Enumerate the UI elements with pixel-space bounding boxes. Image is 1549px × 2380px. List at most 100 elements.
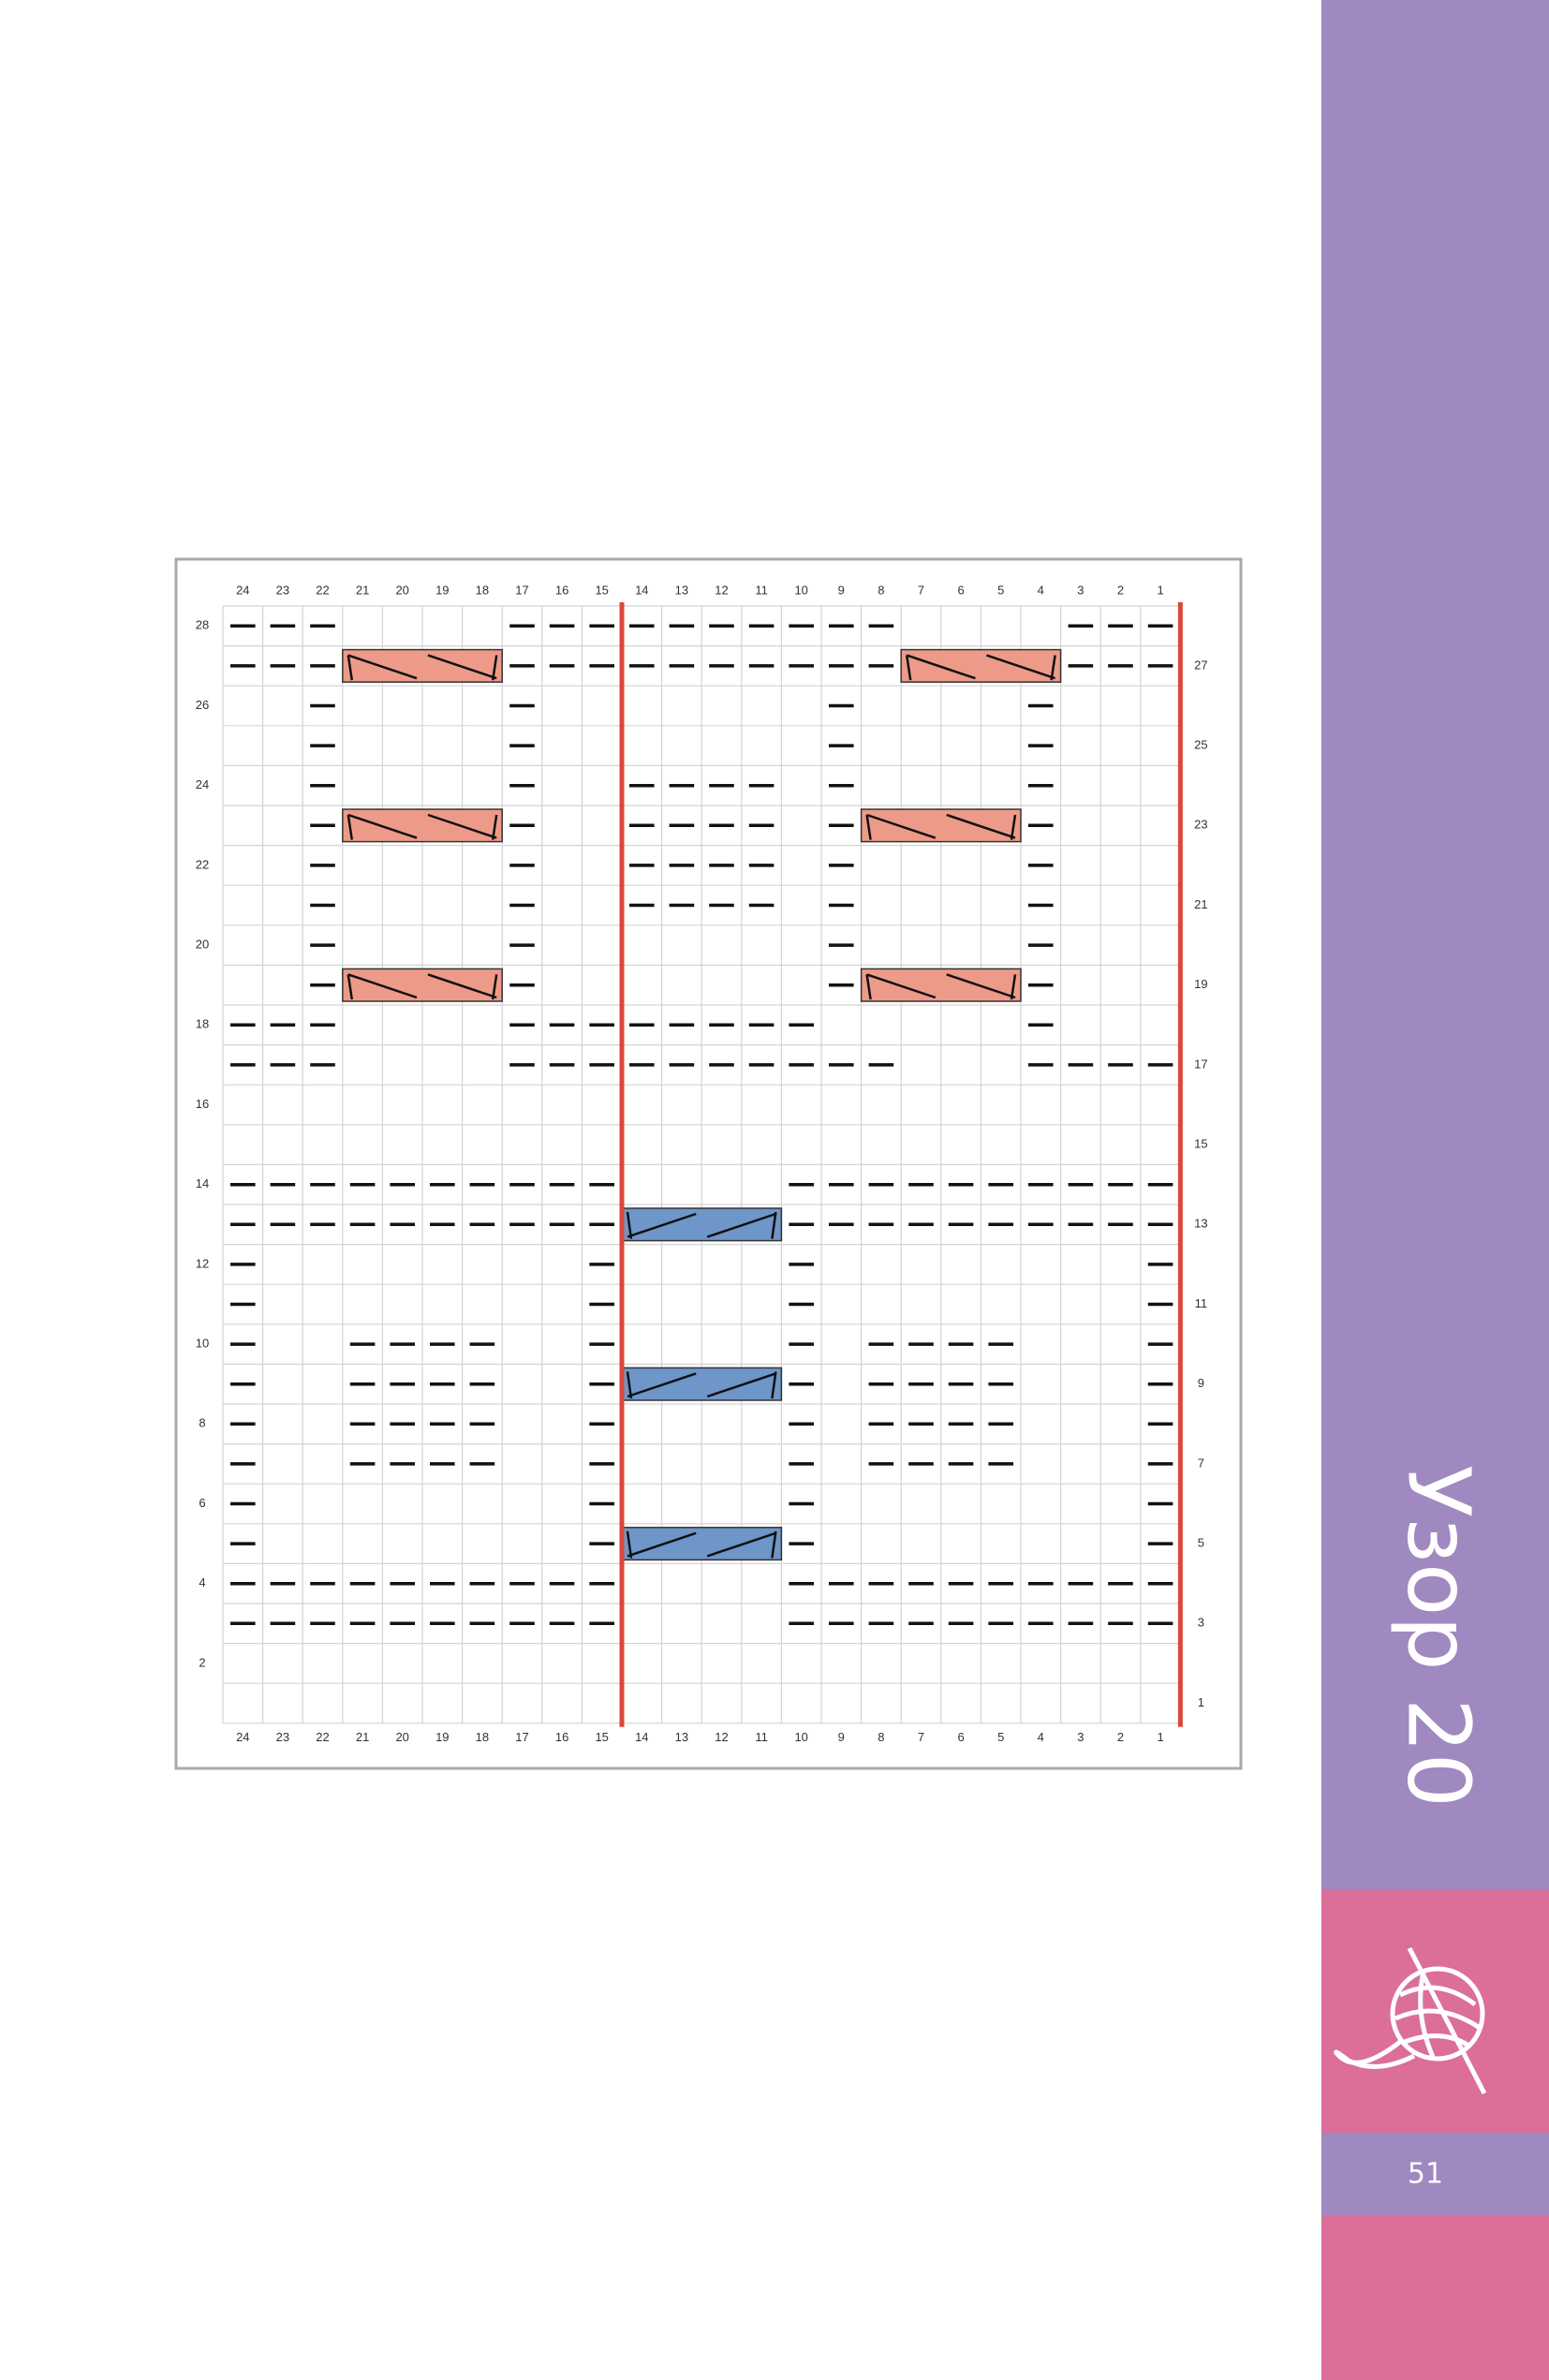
cable-right	[342, 968, 503, 1002]
cable-stroke	[347, 814, 354, 840]
row-label: 14	[196, 1176, 209, 1190]
column-label: 3	[1077, 1730, 1084, 1744]
cable-stroke	[946, 813, 1016, 839]
sidebar-pink-bottom	[1321, 2215, 1549, 2380]
row-label: 21	[1194, 897, 1207, 911]
column-label: 21	[356, 583, 369, 597]
column-label: 14	[635, 1730, 648, 1744]
row-label: 2	[199, 1655, 205, 1669]
cable-stroke	[1050, 655, 1056, 681]
cable-right	[860, 968, 1022, 1002]
column-label: 11	[755, 1730, 768, 1744]
row-label: 28	[196, 618, 209, 632]
cable-left	[621, 1367, 783, 1401]
row-label: 17	[1194, 1057, 1207, 1071]
cable-stroke	[986, 654, 1055, 680]
row-label: 1	[1198, 1695, 1204, 1709]
cable-right	[900, 648, 1062, 683]
row-label: 20	[196, 938, 209, 952]
cable-stroke	[427, 654, 497, 680]
row-label: 13	[1194, 1217, 1207, 1231]
cable-stroke	[865, 974, 872, 1000]
column-label: 20	[395, 583, 408, 597]
column-label: 20	[395, 1730, 408, 1744]
column-label: 8	[878, 1730, 884, 1744]
column-label: 6	[957, 583, 964, 597]
cable-stroke	[865, 814, 872, 840]
cable-stroke	[905, 655, 912, 681]
column-label: 16	[555, 1730, 568, 1744]
cable-stroke	[626, 1371, 633, 1399]
cable-stroke	[627, 1212, 697, 1238]
row-label: 5	[1198, 1536, 1204, 1550]
column-label: 15	[595, 583, 608, 597]
cable-right	[342, 808, 503, 843]
cable-stroke	[626, 1530, 633, 1559]
column-label: 5	[997, 583, 1004, 597]
cable-stroke	[347, 974, 354, 1000]
cable-left	[621, 1207, 783, 1242]
column-label: 17	[515, 1730, 528, 1744]
column-label: 14	[635, 583, 648, 597]
row-label: 19	[1194, 977, 1207, 991]
row-label: 10	[196, 1337, 209, 1351]
row-label: 7	[1198, 1456, 1204, 1470]
cable-stroke	[347, 654, 418, 680]
column-label: 18	[476, 1730, 489, 1744]
cable-stroke	[427, 973, 497, 999]
column-label: 10	[794, 583, 807, 597]
page-number: 51	[1408, 2158, 1443, 2191]
column-label: 22	[316, 583, 329, 597]
sidebar-purple	[1321, 0, 1549, 1890]
cable-stroke	[771, 1530, 777, 1559]
column-label: 19	[435, 583, 449, 597]
column-label: 23	[276, 583, 289, 597]
cable-right	[860, 808, 1022, 843]
cable-left	[621, 1527, 783, 1561]
column-label: 7	[918, 583, 924, 597]
cable-stroke	[771, 1211, 777, 1239]
column-label: 13	[675, 583, 688, 597]
column-label: 7	[918, 1730, 924, 1744]
column-label: 24	[236, 583, 249, 597]
row-label: 26	[196, 698, 209, 712]
row-label: 12	[196, 1256, 209, 1270]
column-label: 12	[715, 583, 728, 597]
chart-frame	[174, 557, 1243, 1770]
cable-right	[342, 648, 503, 683]
row-label: 25	[1194, 738, 1207, 752]
column-label: 15	[595, 1730, 608, 1744]
cable-stroke	[347, 813, 418, 839]
cable-stroke	[946, 973, 1016, 999]
row-label: 27	[1194, 658, 1207, 672]
cable-stroke	[491, 814, 498, 840]
row-label: 6	[199, 1496, 205, 1510]
cable-stroke	[491, 655, 498, 681]
column-label: 2	[1117, 1730, 1124, 1744]
row-label: 16	[196, 1097, 209, 1111]
cable-stroke	[626, 1211, 633, 1239]
column-label: 1	[1157, 1730, 1163, 1744]
cable-stroke	[1010, 974, 1017, 1000]
cable-stroke	[627, 1372, 697, 1398]
row-label: 11	[1195, 1296, 1208, 1310]
column-label: 8	[878, 583, 884, 597]
cable-stroke	[347, 655, 354, 681]
column-label: 13	[675, 1730, 688, 1744]
cable-stroke	[771, 1371, 777, 1399]
sidebar-page-band	[1321, 2133, 1549, 2215]
column-label: 4	[1038, 583, 1044, 597]
column-label: 23	[276, 1730, 289, 1744]
column-label: 17	[515, 583, 528, 597]
cable-stroke	[706, 1212, 776, 1238]
row-label: 15	[1194, 1137, 1207, 1151]
row-label: 9	[1198, 1376, 1204, 1390]
column-label: 9	[838, 583, 845, 597]
cable-stroke	[906, 654, 976, 680]
column-label: 3	[1077, 583, 1084, 597]
page-title: Узор 20	[1389, 1465, 1489, 1808]
column-label: 24	[236, 1730, 249, 1744]
row-label: 4	[199, 1575, 205, 1589]
